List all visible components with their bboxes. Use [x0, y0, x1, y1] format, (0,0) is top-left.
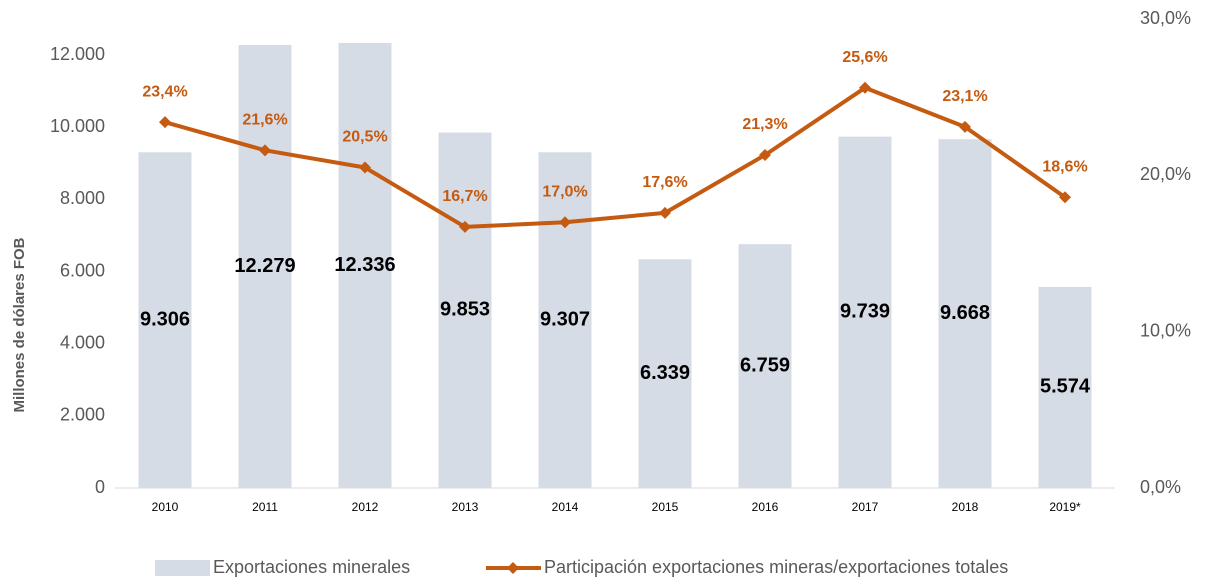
y2-tick-label: 10,0% — [1140, 320, 1191, 340]
bar — [938, 139, 992, 488]
bar-value-label: 12.336 — [334, 254, 395, 276]
marker — [459, 220, 471, 233]
bar — [238, 45, 292, 488]
x-tick-label: 2019* — [1049, 500, 1081, 514]
line-value-label: 17,0% — [542, 183, 587, 200]
bar — [738, 244, 792, 488]
bar-value-label: 6.759 — [740, 354, 790, 376]
bar-value-label: 5.574 — [1040, 376, 1091, 398]
x-tick-label: 2017 — [852, 500, 879, 514]
line-value-label: 16,7% — [442, 188, 487, 205]
bar-value-label: 9.306 — [140, 308, 190, 330]
bar-value-label: 9.668 — [940, 302, 990, 324]
line-value-label: 21,6% — [242, 112, 287, 129]
line — [164, 85, 1067, 229]
marker — [1059, 191, 1071, 204]
y-tick-label: 8.000 — [60, 188, 105, 208]
bar — [138, 152, 192, 488]
legend-marker — [507, 562, 519, 574]
marker — [159, 116, 171, 129]
y2-tick-label: 20,0% — [1140, 164, 1191, 184]
marker — [859, 81, 871, 94]
y-tick-label: 0 — [95, 477, 105, 497]
legend-label: Exportaciones minerales — [213, 557, 410, 577]
marker — [659, 206, 671, 219]
line-value-label: 21,3% — [742, 116, 787, 133]
bar — [538, 152, 592, 489]
y-tick-label: 10.000 — [50, 116, 105, 136]
marker — [559, 216, 571, 229]
bar-value-label: 9.739 — [840, 301, 890, 323]
bar-value-label: 6.339 — [640, 362, 690, 384]
legend-label: Participación exportaciones mineras/expo… — [544, 557, 1008, 577]
bar — [1038, 286, 1092, 488]
bar — [438, 132, 492, 489]
marker — [259, 144, 271, 157]
x-tick-label: 2018 — [952, 500, 979, 514]
line-value-label: 25,6% — [842, 49, 887, 66]
x-tick-label: 2016 — [752, 500, 779, 514]
bar — [338, 42, 392, 488]
y2-tick-label: 0,0% — [1140, 477, 1181, 497]
bar-value-label: 12.279 — [234, 255, 295, 277]
marker — [359, 161, 371, 174]
line-value-label: 23,4% — [142, 83, 187, 100]
bar-value-label: 9.853 — [440, 299, 490, 321]
x-tick-label: 2010 — [152, 500, 179, 514]
x-tick-label: 2015 — [652, 500, 679, 514]
bar-value-label: 9.307 — [540, 308, 590, 330]
legend-swatch — [155, 560, 210, 576]
line-value-label: 23,1% — [942, 88, 987, 105]
x-tick-label: 2012 — [352, 500, 379, 514]
marker — [759, 149, 771, 162]
y2-tick-label: 30,0% — [1140, 8, 1191, 28]
line-value-label: 20,5% — [342, 129, 387, 146]
line-value-label: 17,6% — [642, 174, 687, 191]
y-tick-label: 2.000 — [60, 405, 105, 425]
line-value-label: 18,6% — [1042, 158, 1087, 175]
y-axis-title: Millones de dólares FOB — [11, 237, 28, 412]
y-tick-label: 12.000 — [50, 44, 105, 64]
x-tick-label: 2011 — [252, 500, 278, 514]
bar — [838, 136, 892, 488]
bar — [638, 259, 692, 488]
x-tick-label: 2013 — [452, 500, 479, 514]
x-tick-label: 2014 — [552, 500, 579, 514]
y-tick-label: 4.000 — [60, 332, 105, 352]
marker — [959, 120, 971, 133]
y-tick-label: 6.000 — [60, 260, 105, 280]
